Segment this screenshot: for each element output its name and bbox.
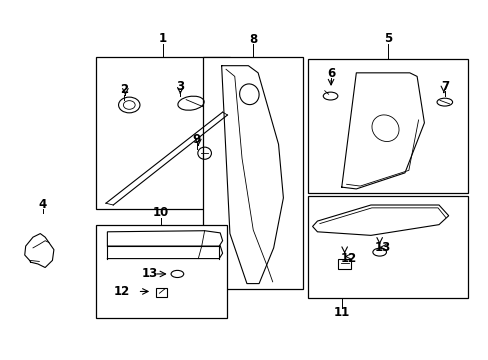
Polygon shape	[107, 231, 222, 246]
Text: 11: 11	[333, 306, 349, 319]
Text: 3: 3	[176, 80, 184, 93]
Text: 9: 9	[192, 133, 201, 146]
Text: 13: 13	[374, 240, 390, 254]
Text: 7: 7	[440, 80, 448, 93]
Bar	[96, 225, 227, 318]
Polygon shape	[312, 205, 448, 235]
Bar	[307, 59, 467, 193]
Text: 8: 8	[248, 33, 257, 46]
Text: 5: 5	[383, 32, 391, 45]
Text: 1: 1	[159, 32, 166, 45]
Bar	[96, 57, 229, 208]
Text: 2: 2	[120, 84, 128, 96]
Bar	[307, 196, 467, 298]
Bar	[203, 57, 302, 289]
Text: 6: 6	[326, 67, 334, 80]
FancyBboxPatch shape	[156, 288, 166, 297]
Bar	[337, 258, 351, 269]
Text: 12: 12	[114, 285, 130, 298]
Text: 4: 4	[39, 198, 47, 211]
Text: 12: 12	[340, 252, 356, 265]
Text: 13: 13	[141, 267, 158, 280]
Text: 10: 10	[152, 206, 169, 219]
